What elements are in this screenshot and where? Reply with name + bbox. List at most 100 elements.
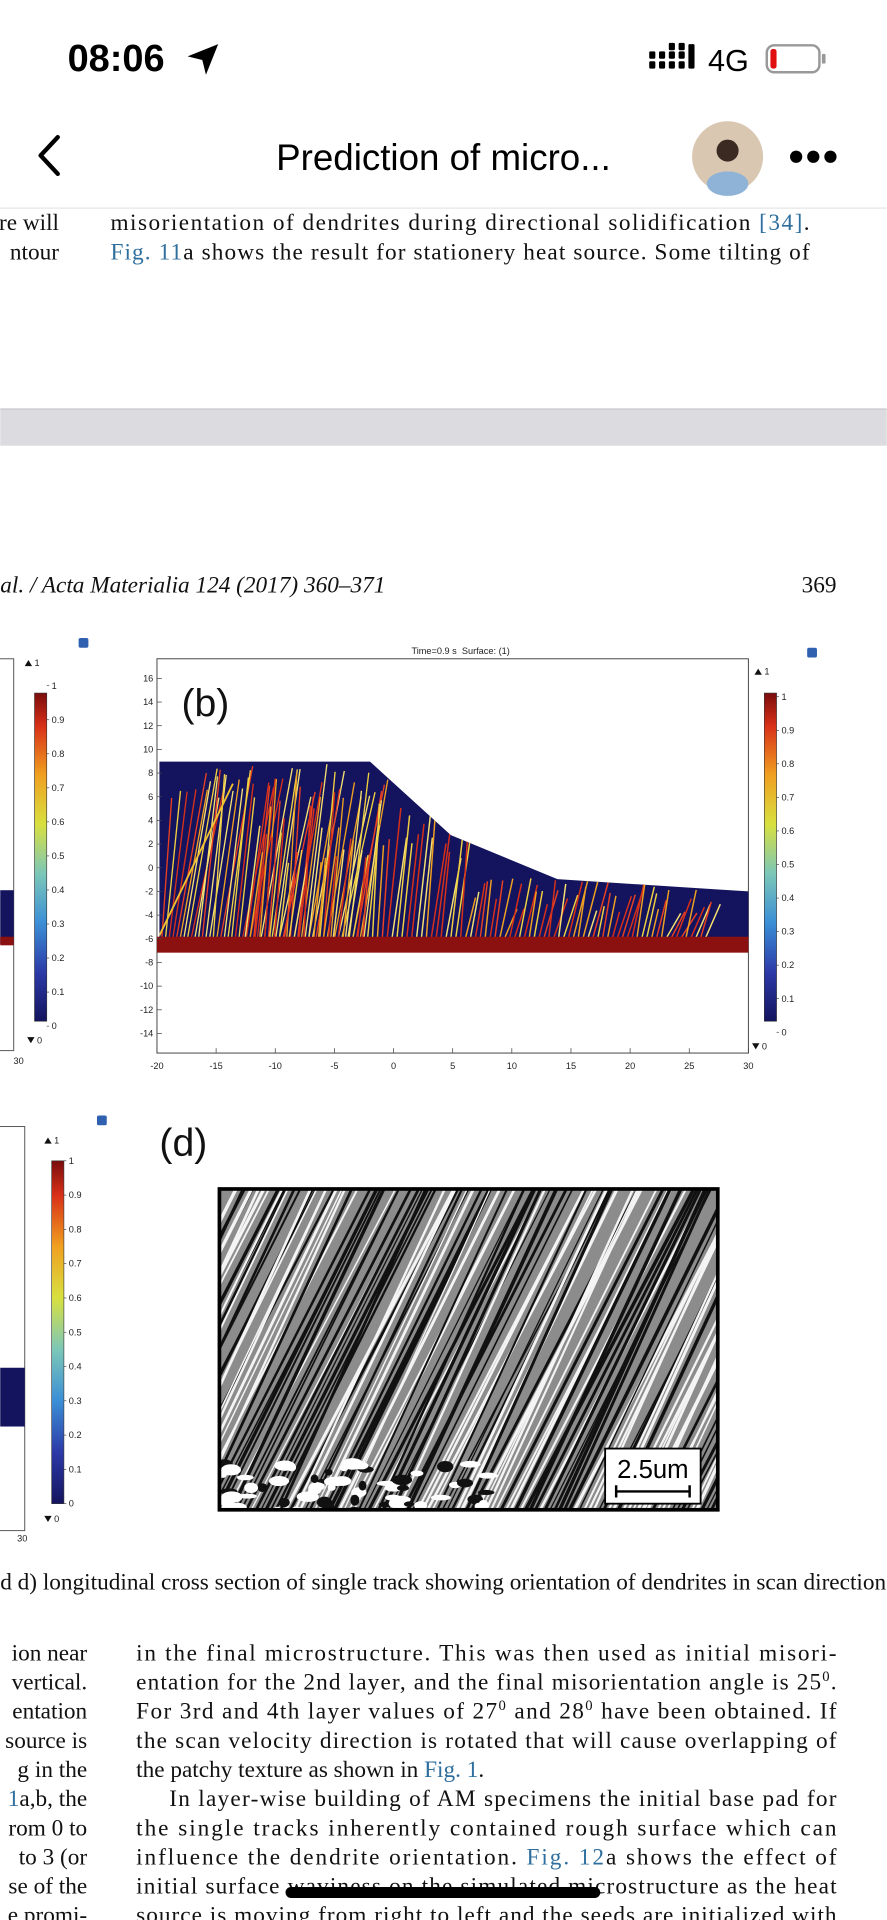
- text-run: ntour: [10, 240, 59, 266]
- panel-a-colorbar: [34, 692, 48, 1022]
- dendrite: [636, 883, 646, 938]
- colorbar-min-icon: [752, 1043, 760, 1050]
- scale-bar-box: [604, 1447, 702, 1505]
- text-run: se of the: [8, 1874, 87, 1900]
- colorbar-tick-label: 0.2: [781, 960, 794, 970]
- dendrite: [376, 845, 385, 938]
- colorbar-min-icon: [27, 1037, 35, 1044]
- texture-streak: [363, 1188, 525, 1510]
- dendrite: [159, 783, 234, 936]
- dendrite: [312, 862, 322, 938]
- text-run: re will: [0, 210, 59, 236]
- dendrite: [548, 880, 557, 938]
- texture-blob: [410, 1470, 424, 1477]
- texture-blob: [350, 1494, 360, 1506]
- x-tick-label: 0: [391, 1061, 396, 1071]
- link[interactable]: Fig. 1: [424, 1757, 478, 1783]
- texture-streak: [396, 1188, 547, 1510]
- clipped-text: se of the: [8, 1874, 87, 1900]
- colorbar-tick-label: 0.7: [69, 1259, 82, 1269]
- dendrite: [415, 810, 432, 938]
- texture-streak: [219, 1188, 354, 1476]
- texture-streak: [343, 1188, 491, 1510]
- text-run: .: [804, 210, 810, 236]
- dendrite: [308, 827, 323, 938]
- texture-streak: [578, 1218, 718, 1510]
- panel-b-title: Time=0.9 s Surface: (1): [411, 646, 509, 656]
- y-tick-label: -8: [145, 958, 153, 968]
- texture-streak: [219, 1188, 284, 1319]
- text-run: 0: [499, 1698, 506, 1714]
- dendrite: [317, 857, 327, 938]
- text-run: entation for the 2nd layer, and the fina…: [136, 1670, 821, 1696]
- text-run: a,b, the: [19, 1786, 87, 1812]
- x-tick-label: 5: [450, 1061, 455, 1071]
- texture-streak: [381, 1188, 537, 1510]
- dendrite: [641, 886, 656, 938]
- text-run: rom 0 to: [8, 1815, 87, 1841]
- more-button[interactable]: [790, 150, 837, 163]
- colorbar-tick-label: 0.3: [69, 1396, 82, 1406]
- texture-streak: [484, 1188, 635, 1510]
- colorbar-tick-label: 0.6: [781, 826, 794, 836]
- y-tick-label: 2: [148, 839, 153, 849]
- dendrite: [268, 832, 282, 938]
- body-line: source is moving from right to left and …: [136, 1903, 837, 1920]
- texture-streak: [401, 1188, 568, 1510]
- texture-streak: [219, 1188, 359, 1460]
- texture-blob: [477, 1489, 495, 1496]
- text-run: source is moving from right to left and …: [136, 1903, 837, 1920]
- dendrite: [464, 897, 477, 938]
- dendrite: [278, 862, 290, 938]
- x-tick-label: 30: [743, 1061, 753, 1071]
- back-button[interactable]: [38, 135, 60, 177]
- colorbar-tick-label: 0.8: [69, 1224, 82, 1234]
- dendrite: [650, 908, 660, 938]
- texture-streak: [489, 1188, 640, 1510]
- clipped-text: source is: [5, 1728, 87, 1754]
- colorbar-tick-label: 0.7: [781, 792, 794, 802]
- texture-streak: [219, 1188, 379, 1509]
- texture-streak: [715, 1504, 718, 1510]
- texture-streak: [710, 1493, 718, 1510]
- texture-streak: [219, 1188, 289, 1334]
- texture-streak: [318, 1188, 475, 1510]
- texture-streak: [519, 1188, 688, 1510]
- colorbar-tick-label: 0.6: [52, 817, 65, 827]
- dendrite: [327, 856, 338, 938]
- texture-streak: [730, 1187, 887, 1513]
- texture-blob: [327, 1484, 336, 1491]
- texture-streak: [470, 1188, 640, 1510]
- clipped-text: to 3 (or: [19, 1844, 88, 1870]
- dendrite: [330, 797, 345, 938]
- link[interactable]: Fig. 11: [110, 240, 182, 266]
- dendrite: [337, 795, 371, 938]
- texture-blob: [310, 1474, 319, 1484]
- texture-blob: [403, 1501, 415, 1507]
- texture-blob: [278, 1497, 290, 1508]
- dendrite: [606, 895, 617, 938]
- dendrite: [201, 769, 221, 938]
- colorbar-tick-label: 0.3: [781, 927, 794, 937]
- dendrite: [391, 837, 408, 938]
- clipped-text: g in the: [17, 1757, 87, 1783]
- avatar[interactable]: [692, 121, 764, 196]
- home-indicator[interactable]: [285, 1886, 601, 1898]
- scale-bar-label: 2.5um: [617, 1456, 688, 1484]
- texture-streak: [348, 1188, 516, 1510]
- link[interactable]: Fig. 12: [527, 1844, 604, 1870]
- dendrite: [704, 903, 721, 938]
- link[interactable]: 1: [8, 1786, 20, 1812]
- y-tick-label: 6: [148, 792, 153, 802]
- dendrite: [230, 777, 250, 938]
- colorbar-tick-label: 0.1: [781, 994, 794, 1004]
- link[interactable]: [34]: [759, 210, 802, 236]
- texture-streak: [421, 1188, 586, 1510]
- dendrite: [361, 853, 371, 938]
- text-run: and 28: [507, 1699, 584, 1725]
- texture-streak: [269, 1188, 433, 1510]
- clipped-text: vertical.: [12, 1670, 88, 1696]
- y-tick-label: 14: [143, 697, 153, 707]
- texture-streak: [465, 1188, 614, 1510]
- colorbar-tick-label: 0.2: [69, 1430, 82, 1440]
